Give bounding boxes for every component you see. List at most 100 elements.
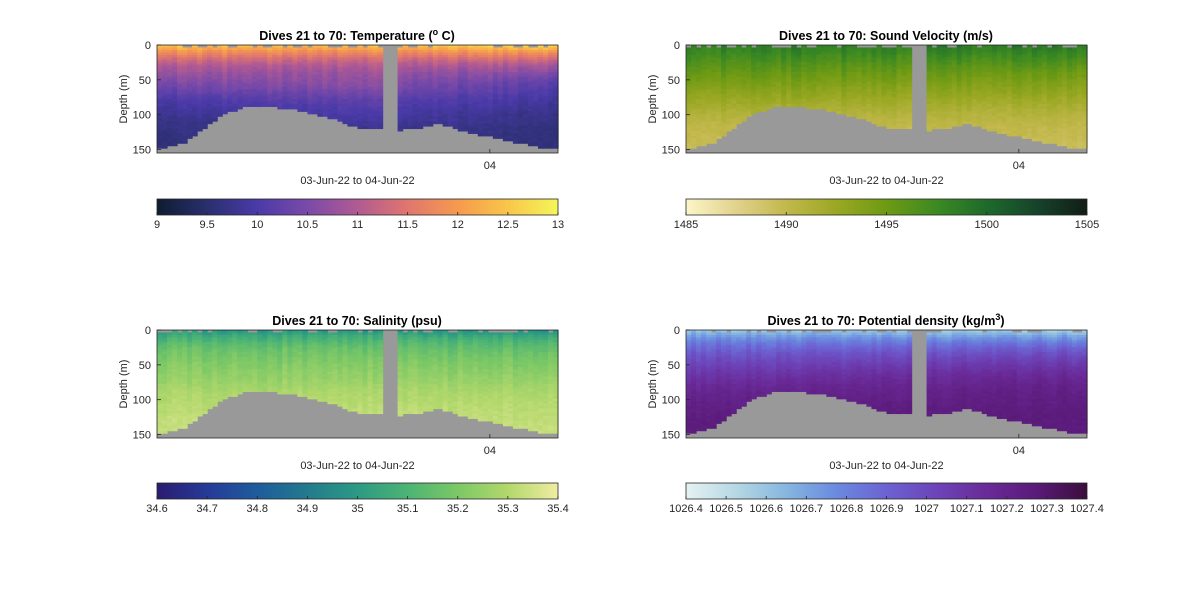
heatmap-cell [542, 84, 549, 88]
heatmap-cell [1001, 69, 1008, 73]
heatmap-cell [821, 79, 827, 83]
heatmap-cell [262, 99, 268, 103]
heatmap-cell [901, 64, 908, 68]
heatmap-cell [1051, 54, 1058, 58]
heatmap-cell [357, 59, 364, 63]
heatmap-cell [966, 118, 973, 122]
heatmap-cell [287, 74, 293, 78]
heatmap-cell [706, 128, 712, 132]
heatmap-cell [801, 64, 807, 68]
heatmap-cell [811, 103, 817, 107]
heatmap-cell [217, 74, 223, 78]
heatmap-cell [691, 133, 697, 137]
heatmap-cell [756, 89, 762, 93]
heatmap-cell [222, 45, 228, 49]
heatmap-cell [537, 64, 544, 68]
heatmap-cell [826, 76, 832, 80]
heatmap-cell [282, 79, 288, 83]
heatmap-cell [1026, 49, 1033, 53]
heatmap-cell [696, 84, 702, 88]
heatmap-cell [896, 49, 903, 53]
heatmap-cell [232, 86, 238, 90]
heatmap-cell [786, 64, 792, 68]
heatmap-cell [901, 52, 908, 56]
heatmap-cell [1056, 94, 1063, 98]
heatmap-cell [552, 123, 559, 127]
heatmap-cell [691, 118, 697, 122]
heatmap-cell [1031, 67, 1038, 71]
heatmap-cell [696, 118, 702, 122]
heatmap-cell [841, 106, 847, 110]
heatmap-cell [801, 91, 807, 95]
heatmap-cell [1031, 54, 1038, 58]
heatmap-cell [791, 69, 797, 73]
heatmap-cell [896, 72, 903, 76]
heatmap-cell [746, 47, 752, 51]
heatmap-cell [542, 143, 549, 147]
heatmap-cell [826, 47, 832, 51]
heatmap-cell [402, 74, 409, 78]
heatmap-cell [1016, 91, 1023, 95]
heatmap-cell [1021, 130, 1028, 134]
heatmap-cell [467, 45, 474, 49]
heatmap-cell [347, 111, 354, 115]
heatmap-cell [487, 130, 494, 134]
heatmap-cell [252, 103, 258, 107]
heatmap-cell [452, 47, 459, 51]
heatmap-cell [547, 54, 554, 58]
heatmap-cell [442, 103, 449, 107]
heatmap-cell [1001, 96, 1008, 100]
heatmap-cell [871, 72, 878, 76]
heatmap-cell [517, 128, 524, 132]
heatmap-cell [831, 76, 837, 80]
heatmap-cell [487, 128, 494, 132]
heatmap-cell [307, 74, 313, 78]
heatmap-cell [357, 67, 364, 71]
heatmap-cell [691, 143, 697, 147]
heatmap-cell [157, 133, 163, 137]
heatmap-cell [532, 49, 539, 53]
heatmap-cell [946, 101, 953, 105]
heatmap-cell [362, 59, 369, 63]
heatmap-cell [162, 116, 168, 120]
heatmap-cell [232, 96, 238, 100]
heatmap-cell [462, 126, 469, 130]
heatmap-cell [716, 99, 722, 103]
heatmap-cell [731, 108, 737, 112]
heatmap-cell [901, 54, 908, 58]
heatmap-cell [487, 57, 494, 61]
heatmap-cell [786, 59, 792, 63]
heatmap-cell [696, 101, 702, 105]
heatmap-cell [447, 96, 454, 100]
heatmap-cell [492, 57, 499, 61]
heatmap-cell [736, 86, 742, 90]
heatmap-cell [991, 57, 998, 61]
heatmap-cell [1021, 57, 1028, 61]
heatmap-cell [202, 72, 208, 76]
heatmap-cell [1041, 64, 1048, 68]
heatmap-cell [896, 84, 903, 88]
heatmap-cell [866, 108, 873, 112]
heatmap-cell [272, 76, 278, 80]
heatmap-cell [746, 76, 752, 80]
heatmap-cell [372, 79, 379, 83]
colorbar: 9 9.5 10 10.5 11 11.5 12 12.5 13 [154, 198, 564, 231]
heatmap-cell [182, 126, 188, 130]
heatmap-cell [167, 45, 173, 49]
heatmap-cell [332, 59, 339, 63]
heatmap-cell [816, 74, 822, 78]
heatmap-cell [891, 123, 898, 127]
heatmap-cell [1001, 84, 1008, 88]
heatmap-cell [1061, 47, 1068, 51]
heatmap-cell [252, 52, 258, 56]
heatmap-cell [936, 101, 943, 105]
heatmap-cell [1051, 128, 1058, 132]
heatmap-cell [402, 126, 409, 130]
heatmap-cell [432, 57, 439, 61]
heatmap-cell [362, 69, 369, 73]
heatmap-cell [1001, 59, 1008, 63]
heatmap-cell [1001, 45, 1008, 49]
heatmap-cell [816, 49, 822, 53]
heatmap-cell [452, 126, 459, 130]
heatmap-cell [1046, 101, 1053, 105]
